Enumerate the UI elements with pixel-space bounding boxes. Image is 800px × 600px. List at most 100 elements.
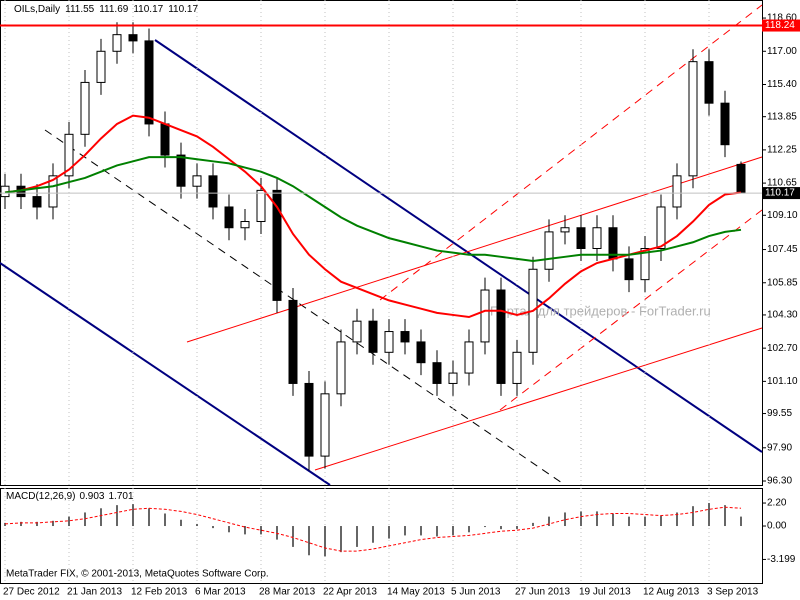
x-tick-label: 5 Jun 2013 [451,587,501,598]
x-tick-label: 22 Apr 2013 [323,587,377,598]
x-tick-label: 3 Sep 2013 [707,587,759,598]
macd-value: 0.903 [79,491,104,502]
candle-body [112,34,122,52]
candle-body [272,189,282,301]
y-tick-label: 102.70 [767,343,798,354]
trend-lines [0,4,763,486]
candle-body [432,362,442,384]
x-tick-label: 19 Jul 2013 [579,587,631,598]
macd-tick-label: 2.20 [767,498,787,509]
y-tick-label: 107.45 [767,244,798,255]
candle-body [224,206,234,229]
y-tick-label: 115.40 [767,79,797,90]
candle-body [400,331,410,343]
macd-tick-label: 0.00 [767,521,787,532]
candle-body [208,175,218,208]
candle-body [384,331,394,353]
candle-body [144,40,154,125]
y-tick-label: 97.90 [767,442,792,453]
x-tick-label: 6 Mar 2013 [195,587,246,598]
candle-body [448,372,458,384]
candle-body [672,175,682,208]
candle-body [496,289,506,384]
main-panel [0,0,763,486]
candle-body [576,227,586,250]
candle-body [704,61,714,104]
candle-body [464,341,474,374]
macd-panel [0,488,763,584]
candle-body [96,50,106,83]
candle-body [624,258,634,281]
channel-line [154,39,763,453]
candle-body [336,341,346,395]
x-tick-label: 27 Dec 2012 [3,587,60,598]
candle-body [352,320,362,343]
price-label-box [762,187,800,200]
candle-body [320,393,330,457]
y-tick-label: 109.10 [767,210,798,221]
candle-body [240,221,250,229]
y-tick-label: 118.60 [767,13,797,24]
y-tick-label: 105.85 [767,277,798,288]
candle-body [48,175,58,208]
macd-title: MACD(12,26,9) [6,491,75,502]
moving-average [4,114,742,319]
candle-body [288,299,298,384]
symbol: OILs,Daily [14,4,60,15]
x-tick-label: 14 May 2013 [387,587,445,598]
candle-body [544,231,554,270]
x-tick-label: 27 Jun 2013 [515,587,570,598]
last-low: 110.17 [133,4,163,15]
channel-mid-line [44,129,566,486]
candle-body [656,206,666,250]
y-tick-label: 112.25 [767,145,797,156]
candle-body [640,248,650,281]
candle-body [160,123,170,156]
candle-body [592,227,602,250]
x-tick-label: 12 Aug 2013 [643,587,700,598]
macd-signal [4,506,742,552]
y-tick-label: 104.30 [767,310,798,321]
candle-body [720,102,730,146]
copyright: MetaTrader FIX, © 2001-2013, MetaQuotes … [6,569,269,580]
level-label: 118.24 [765,20,795,31]
y-tick-label: 113.85 [767,111,797,122]
candle-body [512,351,522,384]
watermark: Портал для трейдеров - ForTrader.ru [490,303,711,318]
last-high: 111.69 [99,4,129,15]
x-tick-label: 12 Feb 2013 [131,587,188,598]
candle-body [368,320,378,353]
candle-body [736,163,746,194]
macd-header: MACD(12,26,9) 0.903 1.701 [6,491,134,502]
channel-line [0,262,331,486]
macd-signal-value: 1.701 [109,491,134,502]
y-tick-label: 99.55 [767,408,792,419]
moving-average [4,156,742,262]
red-channel-line [314,327,763,471]
candle-body [128,34,138,42]
x-tick-label: 28 Mar 2013 [259,587,316,598]
candle-body [256,189,266,223]
macd-tick-label: -3.199 [767,554,796,565]
red-dashed-line [379,4,763,301]
candle-body [64,133,74,177]
candle-body [192,175,202,187]
y-tick-label: 110.65 [767,178,797,189]
last-close: 110.17 [168,4,198,15]
red-channel-line [186,156,763,343]
y-tick-label: 96.30 [767,476,792,487]
candle-body [176,154,186,187]
x-tick-label: 21 Jan 2013 [67,587,122,598]
y-tick-label: 101.10 [767,376,798,387]
candle-body [416,341,426,364]
candle-body [304,382,314,457]
chart-header: OILs,Daily 111.55 111.69 110.17 110.17 [14,4,198,15]
candle-body [480,289,490,343]
price-label: 110.17 [765,188,795,199]
candle-body [688,61,698,177]
candle-body [80,81,90,135]
last-open: 111.55 [65,4,95,15]
candle-body [560,227,570,233]
